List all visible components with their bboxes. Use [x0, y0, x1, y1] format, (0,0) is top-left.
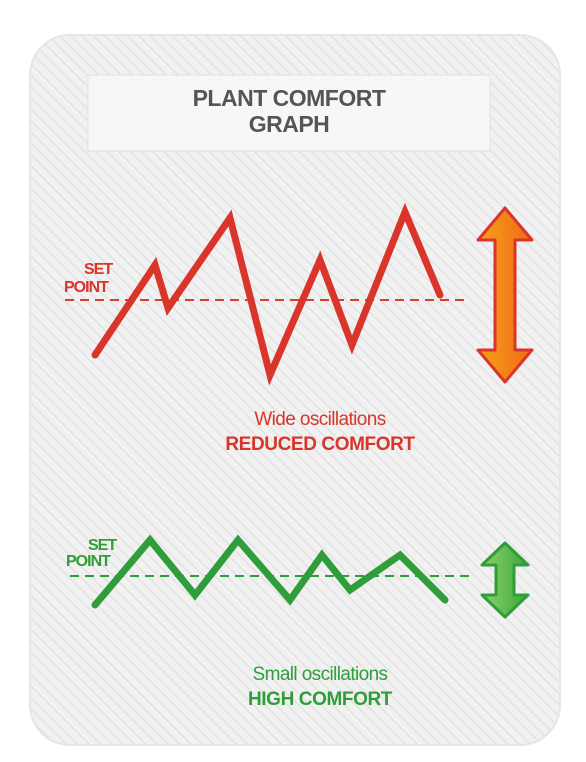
verdict: HIGH COMFORT: [248, 689, 393, 710]
range-arrow: [480, 541, 530, 619]
title-line: GRAPH: [249, 111, 330, 137]
range-arrow: [476, 206, 534, 384]
caption: Wide oscillations: [254, 409, 385, 430]
caption: Small oscillations: [253, 664, 388, 685]
title-line: PLANT COMFORT: [193, 85, 386, 111]
card: [29, 34, 561, 746]
oscillation-line: [91, 202, 444, 386]
oscillation-line: [91, 534, 449, 609]
set-point-label: SET: [88, 537, 117, 554]
set-point-label: POINT: [66, 553, 111, 570]
verdict: REDUCED COMFORT: [225, 434, 415, 455]
set-point-label: POINT: [64, 279, 109, 296]
title-box: [87, 74, 491, 152]
set-point-label: SET: [84, 261, 113, 278]
